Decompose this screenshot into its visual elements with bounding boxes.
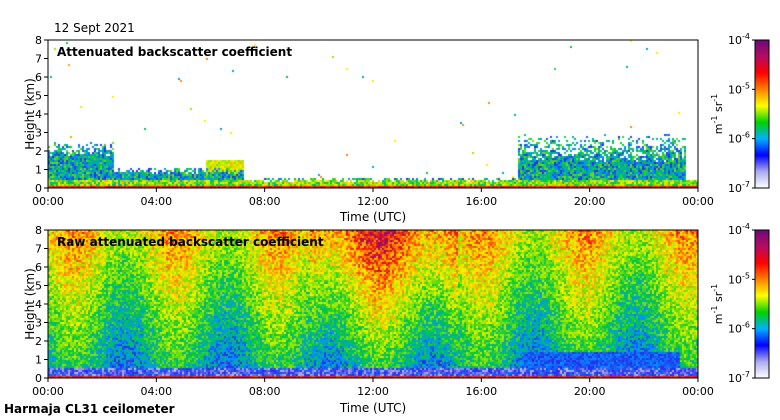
y-tick-label: 3 bbox=[35, 317, 42, 330]
colorbar-strip bbox=[754, 229, 770, 379]
date-label: 12 Sept 2021 bbox=[54, 21, 135, 35]
colorbar-tick-label: 10-7 bbox=[728, 370, 750, 385]
x-tick-label: 08:00 bbox=[249, 195, 281, 208]
y-tick-label: 0 bbox=[35, 372, 42, 385]
colorbar-tick-label: 10-7 bbox=[728, 180, 750, 195]
y-axis-label: Height (km) bbox=[23, 268, 37, 339]
x-axis-label: Time (UTC) bbox=[339, 401, 406, 415]
y-axis: 0 1 2 3 4 5 6 7 8 bbox=[35, 34, 48, 195]
x-tick-label: 12:00 bbox=[357, 385, 389, 398]
y-tick-label: 6 bbox=[35, 71, 42, 84]
heatmap-image bbox=[48, 40, 698, 188]
x-tick-label: 00:00 bbox=[32, 195, 64, 208]
x-tick-label: 16:00 bbox=[465, 385, 497, 398]
y-tick-label: 8 bbox=[35, 34, 42, 47]
y-tick-label: 0 bbox=[35, 182, 42, 195]
y-tick-label: 5 bbox=[35, 90, 42, 103]
colorbar-tick-label: 10-6 bbox=[728, 131, 750, 146]
x-tick-label: 12:00 bbox=[357, 195, 389, 208]
y-tick-label: 4 bbox=[35, 298, 42, 311]
y-axis: 0 1 2 3 4 5 6 7 8 bbox=[35, 224, 48, 385]
colorbar-tick-label: 10-4 bbox=[728, 222, 750, 237]
x-tick-label: 00:00 bbox=[682, 385, 714, 398]
y-tick-label: 8 bbox=[35, 224, 42, 237]
y-tick-label: 2 bbox=[35, 335, 42, 348]
panel-title: Attenuated backscatter coefficient bbox=[57, 45, 292, 59]
x-tick-label: 08:00 bbox=[249, 385, 281, 398]
heatmap-field bbox=[48, 40, 698, 188]
x-axis-label: Time (UTC) bbox=[339, 210, 406, 224]
x-tick-label: 00:00 bbox=[32, 385, 64, 398]
x-tick-label: 04:00 bbox=[140, 385, 172, 398]
heatmap-field bbox=[48, 230, 698, 378]
x-tick-label: 20:00 bbox=[574, 385, 606, 398]
y-tick-label: 1 bbox=[35, 164, 42, 177]
x-axis: 00:00 04:00 08:00 12:00 16:00 20:00 00:00 bbox=[32, 188, 714, 208]
colorbar-tick-label: 10-6 bbox=[728, 321, 750, 336]
instrument-label: Harmaja CL31 ceilometer bbox=[4, 402, 175, 416]
colorbar-top: 10-4 10-5 10-6 10-7 m-1 sr-1 bbox=[710, 32, 770, 195]
colorbar-tick-label: 10-4 bbox=[728, 32, 750, 47]
y-tick-label: 6 bbox=[35, 261, 42, 274]
y-tick-label: 5 bbox=[35, 280, 42, 293]
y-axis-label: Height (km) bbox=[23, 78, 37, 149]
y-tick-label: 1 bbox=[35, 354, 42, 367]
x-tick-label: 16:00 bbox=[465, 195, 497, 208]
y-tick-label: 7 bbox=[35, 53, 42, 66]
colorbar-tick-label: 10-5 bbox=[728, 81, 750, 96]
colorbar-tick-label: 10-5 bbox=[728, 271, 750, 286]
colorbar-bottom: 10-4 10-5 10-6 10-7 m-1 sr-1 bbox=[710, 222, 770, 385]
y-tick-label: 4 bbox=[35, 108, 42, 121]
heatmap-image bbox=[48, 230, 698, 378]
x-axis: 00:00 04:00 08:00 12:00 16:00 20:00 00:00 bbox=[32, 378, 714, 398]
y-tick-label: 3 bbox=[35, 127, 42, 140]
x-tick-label: 04:00 bbox=[140, 195, 172, 208]
panel-raw: Raw attenuated backscatter coefficient 0… bbox=[23, 224, 714, 415]
panel-attenuated: Attenuated backscatter coefficient 0 1 2 3 4… bbox=[23, 34, 714, 224]
colorbar-unit: m-1 sr-1 bbox=[710, 284, 725, 324]
panel-title: Raw attenuated backscatter coefficient bbox=[57, 235, 324, 249]
x-tick-label: 00:00 bbox=[682, 195, 714, 208]
y-tick-label: 2 bbox=[35, 145, 42, 158]
colorbar-strip bbox=[754, 39, 770, 189]
y-tick-label: 7 bbox=[35, 243, 42, 256]
colorbar-unit: m-1 sr-1 bbox=[710, 94, 725, 134]
x-tick-label: 20:00 bbox=[574, 195, 606, 208]
